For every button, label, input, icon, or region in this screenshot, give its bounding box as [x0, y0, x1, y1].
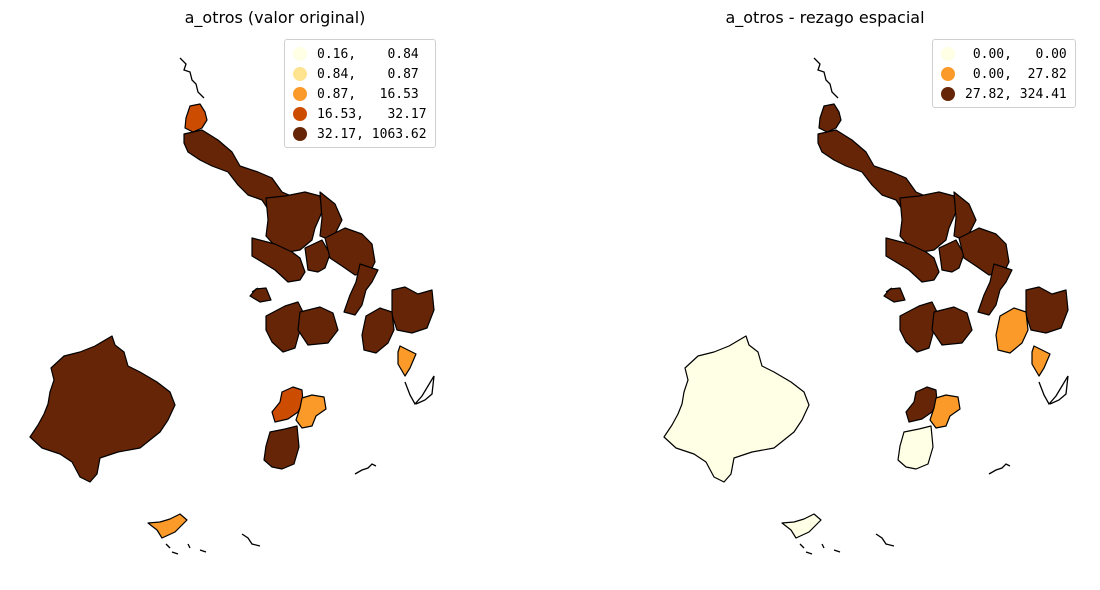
region-center-a [899, 191, 957, 253]
region-right-c [1031, 345, 1051, 377]
region-center-e [324, 227, 376, 276]
islet-outline [251, 287, 259, 293]
region-south-a [905, 386, 938, 423]
legend-label: 0.16, 0.84 [317, 46, 419, 62]
region-right-c [397, 345, 417, 377]
legend-marker [293, 107, 307, 121]
region-right-b [1025, 286, 1069, 334]
region-right-d [995, 307, 1029, 354]
islet-outline [179, 57, 205, 99]
islet-outline [821, 543, 825, 549]
legend-entry: 0.84, 0.87 [293, 64, 427, 84]
region-south-c [263, 425, 300, 470]
region-mid-b [931, 306, 973, 346]
islet-outline [833, 549, 841, 553]
legend-marker [293, 127, 307, 141]
region-mid-a [265, 301, 306, 353]
map-legend: 0.00, 0.00 0.00, 27.82 27.82, 324.41 [932, 39, 1076, 108]
legend-marker [941, 67, 955, 81]
region-right-d [361, 307, 395, 354]
islet-outline [1038, 375, 1069, 406]
region-big-west [29, 335, 176, 483]
islet-outline [171, 551, 179, 555]
legend-label: 0.00, 27.82 [965, 66, 1067, 82]
islet-outline [187, 543, 191, 549]
islet-outline [988, 463, 1011, 475]
region-mid-a [899, 301, 940, 353]
legend-label: 27.82, 324.41 [965, 86, 1067, 102]
region-right-a [977, 263, 1013, 316]
map-title: a_otros - rezago espacial [725, 8, 925, 27]
region-bottom-island [781, 513, 822, 539]
legend-marker [941, 47, 955, 61]
region-center-a [265, 191, 323, 253]
region-center-c [885, 237, 940, 283]
legend-label: 32.17, 1063.62 [317, 126, 427, 142]
region-left-small [249, 287, 272, 303]
legend-label: 16.53, 32.17 [317, 106, 427, 122]
legend-entry: 27.82, 324.41 [941, 84, 1067, 104]
islet-outline [813, 57, 839, 99]
legend-entry: 16.53, 32.17 [293, 104, 427, 124]
region-center-d [304, 239, 331, 273]
map-legend: 0.16, 0.84 0.84, 0.87 0.87, 16.53 16.53,… [284, 39, 436, 148]
islet-outline [199, 549, 207, 553]
region-center-e [958, 227, 1010, 276]
region-south-c [897, 425, 934, 470]
legend-marker [293, 67, 307, 81]
islet-outline [805, 551, 813, 555]
region-center-c [251, 237, 306, 283]
islet-outline [799, 543, 805, 549]
region-left-small [883, 287, 906, 303]
region-north-tip [818, 103, 842, 133]
islet-outline [241, 533, 261, 547]
legend-entry: 32.17, 1063.62 [293, 124, 427, 144]
islet-outline [165, 543, 171, 549]
legend-marker [293, 47, 307, 61]
legend-entry: 0.00, 27.82 [941, 64, 1067, 84]
legend-label: 0.00, 0.00 [965, 46, 1067, 62]
islet-outline [875, 533, 895, 547]
islet-outline [404, 375, 435, 406]
legend-entry: 0.87, 16.53 [293, 84, 427, 104]
legend-marker [941, 87, 955, 101]
region-right-b [391, 286, 435, 334]
map-panel-original: a_otros (valor original) 0.16, 0.84 0.84… [29, 8, 436, 555]
region-center-d [938, 239, 965, 273]
region-south-a [271, 386, 304, 423]
legend-label: 0.87, 16.53 [317, 86, 419, 102]
region-north-tip [184, 103, 208, 133]
region-mid-b [297, 306, 339, 346]
choropleth-map [29, 57, 435, 555]
legend-label: 0.84, 0.87 [317, 66, 419, 82]
legend-entry: 0.00, 0.00 [941, 44, 1067, 64]
legend-entry: 0.16, 0.84 [293, 44, 427, 64]
map-regions [29, 57, 435, 555]
islet-outline [885, 287, 893, 293]
map-title: a_otros (valor original) [184, 8, 366, 27]
region-south-b [295, 394, 327, 429]
map-panel-spatial-lag: a_otros - rezago espacial 0.00, 0.00 0.0… [550, 0, 1100, 590]
choropleth-map [663, 57, 1069, 555]
islet-outline [354, 463, 377, 475]
map-regions [663, 57, 1069, 555]
region-south-b [929, 394, 961, 429]
region-bottom-island [147, 513, 188, 539]
region-big-west [663, 335, 810, 483]
legend-marker [293, 87, 307, 101]
region-right-a [343, 263, 379, 316]
